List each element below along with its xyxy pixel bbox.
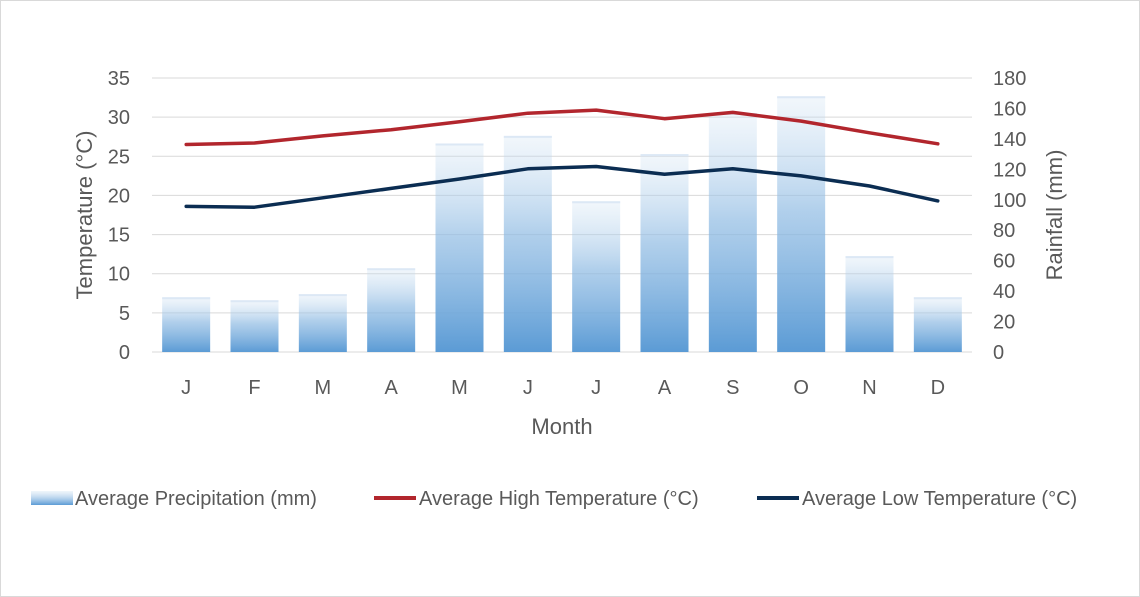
left-axis-ticks: 0 5 10 15 20 25 30 35 [108,68,130,364]
x-axis-title: Month [531,414,592,439]
right-tick-label: 80 [993,220,1015,242]
left-tick-label: 5 [119,303,130,325]
precipitation-bar [845,256,894,352]
x-tick-label: N [862,377,876,399]
precipitation-bar [298,294,347,352]
x-tick-label: A [384,377,398,399]
right-tick-label: 160 [993,98,1026,120]
left-tick-label: 0 [119,342,130,364]
left-tick-label: 15 [108,225,130,247]
left-tick-label: 20 [108,185,130,207]
precipitation-bar [777,96,826,353]
low-temp-line [184,164,940,209]
left-tick-label: 35 [108,68,130,90]
precipitation-bar [367,268,416,352]
x-tick-label: J [591,377,601,399]
right-tick-label: 120 [993,159,1026,181]
right-tick-label: 140 [993,129,1026,151]
precipitation-bar [708,113,757,352]
x-tick-label: A [658,377,672,399]
precipitation-bar [913,297,962,352]
x-tick-label: F [248,377,260,399]
left-tick-label: 10 [108,264,130,286]
precipitation-bar [572,201,621,352]
x-tick-label: O [793,377,809,399]
right-tick-label: 60 [993,251,1015,273]
right-tick-label: 40 [993,281,1015,303]
precipitation-bar [162,297,211,352]
right-axis-title: Rainfall (mm) [1042,150,1067,281]
x-tick-label: J [181,377,191,399]
right-tick-label: 0 [993,342,1004,364]
temperature-lines [184,108,940,209]
legend-item-low-temp: Average Low Temperature (°C) [757,488,1077,510]
x-tick-label: M [314,377,331,399]
legend-item-high-temp: Average High Temperature (°C) [374,488,699,510]
x-tick-label: S [726,377,739,399]
x-tick-label: D [931,377,945,399]
right-tick-label: 100 [993,190,1026,212]
right-tick-label: 180 [993,68,1026,90]
right-tick-label: 20 [993,312,1015,334]
left-axis-title: Temperature (°C) [72,131,97,300]
precipitation-bar [230,300,279,352]
x-tick-label: J [523,377,533,399]
legend-swatch-precipitation [31,491,73,505]
legend-label-low-temp: Average Low Temperature (°C) [802,488,1077,510]
legend: Average Precipitation (mm) Average High … [31,488,1077,510]
legend-label-high-temp: Average High Temperature (°C) [419,488,699,510]
legend-label-precipitation: Average Precipitation (mm) [75,488,317,510]
left-tick-label: 30 [108,107,130,129]
left-tick-label: 25 [108,146,130,168]
right-axis-ticks: 0 20 40 60 80 100 120 140 160 180 [993,68,1026,364]
high-temp-line [184,108,940,147]
x-tick-label: M [451,377,468,399]
legend-item-precipitation: Average Precipitation (mm) [31,488,317,510]
precipitation-bar [640,154,689,352]
gridlines [152,77,972,353]
precipitation-bars [162,96,962,353]
